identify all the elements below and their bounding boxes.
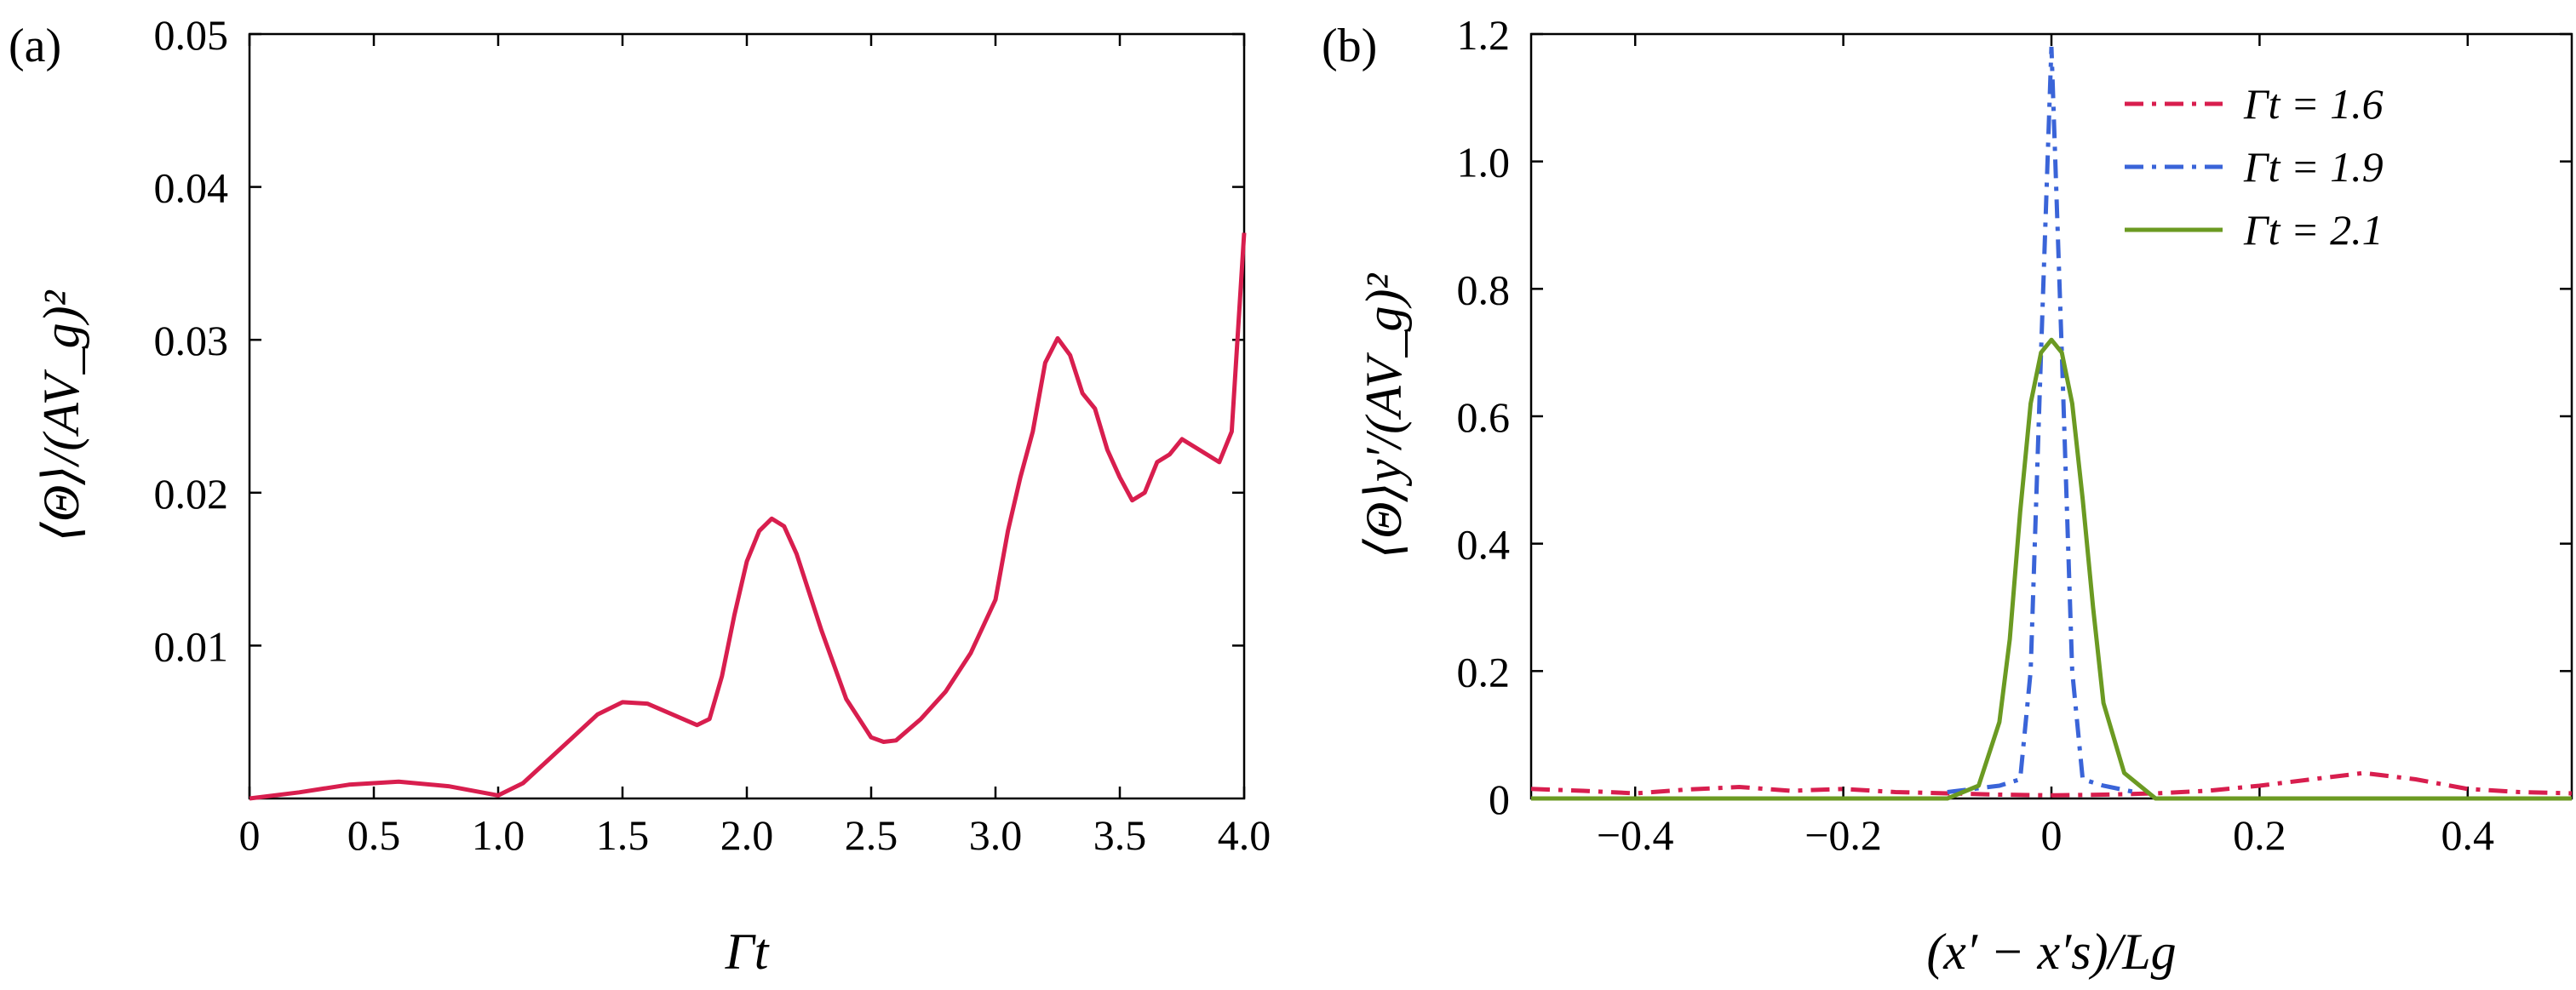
y-tick-label: 0.4 — [1457, 521, 1511, 569]
panel-b-legend: Γt = 1.6 Γt = 1.9 Γt = 2.1 — [2125, 80, 2384, 254]
x-tick-label: −0.2 — [1804, 811, 1882, 859]
x-tick-label: 1.0 — [472, 811, 525, 859]
x-tick-label: 0 — [2041, 811, 2063, 859]
panel-b-ticks: −0.4 −0.2 0 0.2 0.4 0 0.2 0.4 0.6 0.8 1.0 1.2 — [1457, 11, 2572, 859]
panel-b-label: (b) — [1322, 20, 1377, 72]
x-tick-label: 0.4 — [2441, 811, 2495, 859]
panel-b: (b) −0.4 −0.2 0 0.2 0.4 0 0.2 0.4 0.6 0.8 1.0 1.2 (… — [1322, 11, 2573, 980]
panel-b-y-axis-label: ⟨Θ⟩y′/(AV_g)² — [1356, 273, 1412, 559]
y-tick-label: 0.01 — [154, 622, 229, 670]
y-tick-label: 0 — [1489, 775, 1510, 823]
panel-a-x-axis-label: Γt — [725, 924, 770, 980]
x-tick-label: 0.5 — [347, 811, 401, 859]
x-tick-label: 0 — [239, 811, 261, 859]
panel-a-y-axis-label: ⟨Θ⟩/(AV_g)² — [33, 289, 89, 541]
y-tick-label: 0.2 — [1457, 648, 1511, 695]
x-tick-label: 3.5 — [1093, 811, 1147, 859]
panel-a-frame — [248, 32, 1246, 800]
x-tick-label: 2.0 — [720, 811, 774, 859]
legend-label-1: Γt = 1.6 — [2243, 80, 2384, 128]
panel-b-x-axis-label: (x′ − x′s)/Lg — [1926, 924, 2176, 980]
panel-b-frame — [1529, 32, 2573, 800]
x-tick-label: 1.5 — [596, 811, 650, 859]
y-tick-label: 0.02 — [154, 470, 229, 518]
panel-a-ticks: 0 0.5 1.0 1.5 2.0 2.5 3.0 3.5 4.0 0.01 0.02 0.03 0.0… — [154, 11, 1271, 859]
x-tick-label: 3.0 — [969, 811, 1023, 859]
x-tick-label: 4.0 — [1218, 811, 1271, 859]
panel-b-series-line-2 — [1947, 46, 2136, 794]
panel-b-series-line-1 — [1530, 770, 2573, 798]
panel-b-series-line-3 — [1531, 337, 2572, 801]
y-tick-label: 0.6 — [1457, 393, 1511, 441]
x-tick-label: 2.5 — [845, 811, 898, 859]
y-tick-label: 0.8 — [1457, 266, 1511, 313]
panel-a-label: (a) — [9, 20, 61, 72]
panel-a: (a) 0 0.5 1.0 1.5 2.0 2.5 3.0 3.5 4.0 0.01 0.02 0.0… — [9, 11, 1271, 980]
panel-a-series-line — [249, 232, 1247, 801]
x-tick-label: 0.2 — [2233, 811, 2286, 859]
y-tick-label: 1.0 — [1457, 139, 1511, 186]
y-tick-label: 1.2 — [1457, 11, 1511, 59]
legend-label-2: Γt = 1.9 — [2243, 143, 2384, 191]
y-tick-label: 0.05 — [154, 11, 229, 59]
y-tick-label: 0.04 — [154, 164, 229, 212]
legend-label-3: Γt = 2.1 — [2243, 206, 2384, 254]
y-tick-label: 0.03 — [154, 317, 229, 364]
x-tick-label: −0.4 — [1597, 811, 1674, 859]
